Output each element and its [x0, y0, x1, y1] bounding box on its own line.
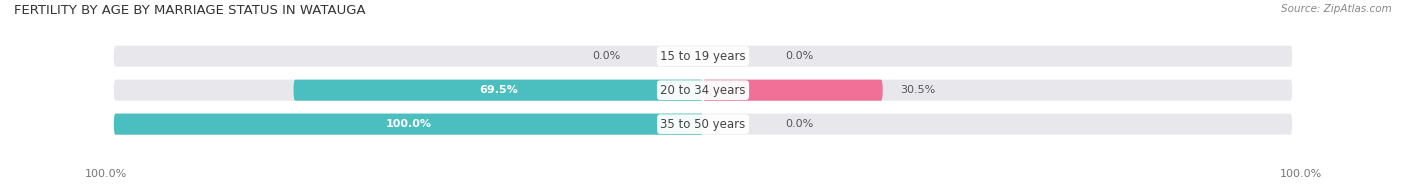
FancyBboxPatch shape: [114, 80, 1292, 101]
Text: Source: ZipAtlas.com: Source: ZipAtlas.com: [1281, 4, 1392, 14]
Legend: Married, Unmarried: Married, Unmarried: [619, 192, 787, 196]
Text: 0.0%: 0.0%: [786, 119, 814, 129]
Text: 30.5%: 30.5%: [900, 85, 935, 95]
Text: 0.0%: 0.0%: [592, 51, 620, 61]
Text: 69.5%: 69.5%: [479, 85, 517, 95]
Text: 15 to 19 years: 15 to 19 years: [661, 50, 745, 63]
Text: 100.0%: 100.0%: [84, 169, 127, 179]
Text: 20 to 34 years: 20 to 34 years: [661, 84, 745, 97]
Text: FERTILITY BY AGE BY MARRIAGE STATUS IN WATAUGA: FERTILITY BY AGE BY MARRIAGE STATUS IN W…: [14, 4, 366, 17]
Text: 35 to 50 years: 35 to 50 years: [661, 118, 745, 131]
FancyBboxPatch shape: [114, 114, 703, 135]
FancyBboxPatch shape: [114, 46, 1292, 67]
Text: 0.0%: 0.0%: [786, 51, 814, 61]
Text: 100.0%: 100.0%: [385, 119, 432, 129]
Text: 100.0%: 100.0%: [1279, 169, 1322, 179]
FancyBboxPatch shape: [114, 114, 1292, 135]
FancyBboxPatch shape: [703, 80, 883, 101]
FancyBboxPatch shape: [294, 80, 703, 101]
